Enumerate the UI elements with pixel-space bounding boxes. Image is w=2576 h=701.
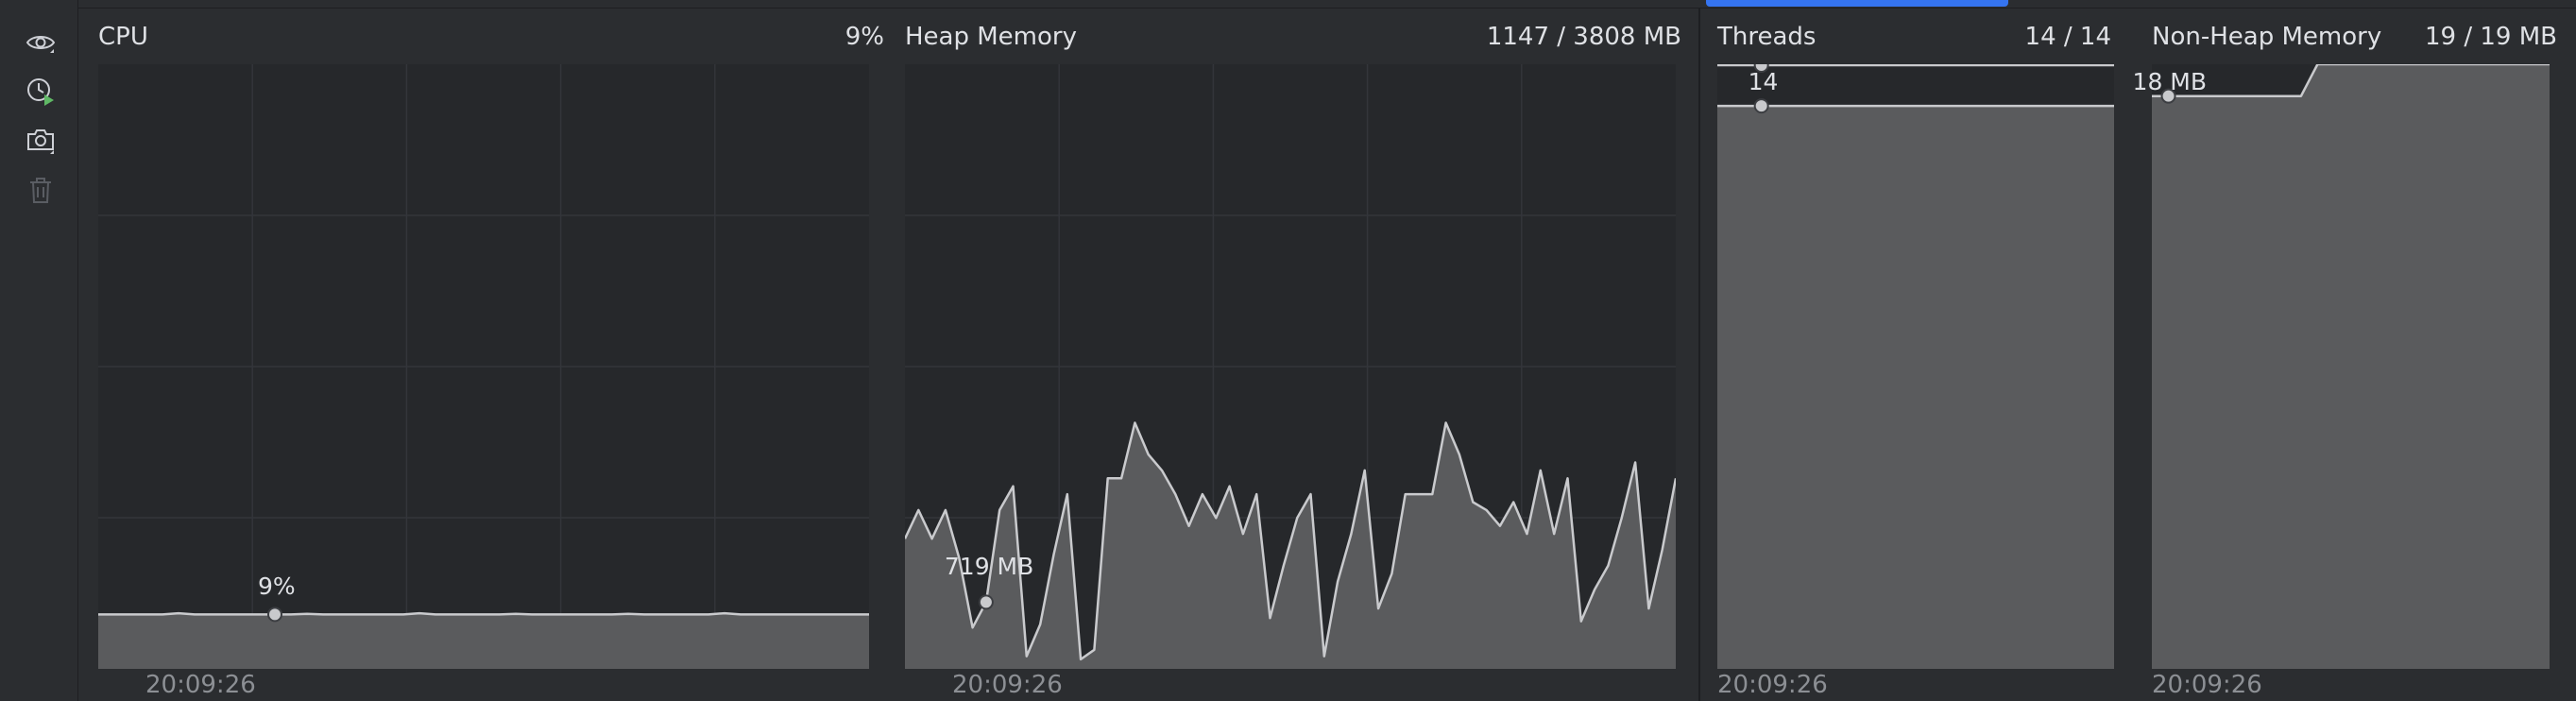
view-button[interactable] [23,25,59,60]
heap-time-label: 20:09:26 [952,671,1063,699]
heap-chart-svg [905,64,1676,669]
cpu-time-label: 20:09:26 [145,671,256,699]
nonheap-time-label: 20:09:26 [2152,671,2262,699]
nonheap-chart-svg [2152,64,2550,669]
threads-chart-svg [1717,64,2114,669]
panel-divider [1698,8,1700,701]
threads-panel: Threads 14 / 14 14 20:09:26 [1700,8,2135,701]
cpu-title: CPU [98,23,148,51]
cpu-chart [98,64,869,669]
trash-icon [30,178,51,203]
heap-panel: Heap Memory 1147 / 3808 MB 719 MB 20:09:… [884,8,1698,701]
nonheap-area [2152,64,2550,669]
nonheap-annotation: 18 MB [2132,67,2208,95]
nonheap-series-line [2152,64,2550,97]
top-border [77,0,2576,9]
record-button[interactable] [23,74,59,110]
cpu-series-line [98,611,869,616]
threads-title: Threads [1717,23,1817,51]
threads-marker [1753,98,1769,114]
cpu-annotation: 9% [258,573,296,601]
threads-time-label: 20:09:26 [1717,671,1828,699]
cpu-panel: CPU 9% 9% 20:09:26 [77,8,884,701]
nonheap-value: 19 / 19 MB [2425,23,2557,51]
cpu-marker [267,607,282,623]
heap-annotation: 719 MB [944,553,1034,581]
cpu-chart-svg [98,64,869,669]
heap-series-line [905,421,1676,661]
heap-value: 1147 / 3808 MB [1486,23,1681,51]
loading-progress-bar [1706,0,2008,7]
clear-button[interactable] [23,172,59,208]
threads-chart [1717,64,2114,669]
nonheap-panel: Non-Heap Memory 19 / 19 MB 18 MB 20:09:2… [2132,8,2576,701]
nonheap-chart [2152,64,2550,669]
threads-value: 14 / 14 [2024,23,2111,51]
camera-icon [27,129,54,154]
snapshot-button[interactable] [23,123,59,159]
nonheap-marker [2160,88,2176,104]
threads-max-marker [1753,64,1769,73]
profiler-toolbar [0,0,78,701]
nonheap-title: Non-Heap Memory [2152,23,2382,51]
heap-marker [978,594,994,610]
cpu-value: 9% [844,23,884,51]
cpu-area [98,613,869,669]
heap-chart [905,64,1676,669]
threads-annotation: 14 [1748,68,1779,96]
eye-icon [26,36,56,53]
threads-area [1717,106,2114,669]
clock-run-icon [27,78,54,106]
heap-title: Heap Memory [905,23,1077,51]
